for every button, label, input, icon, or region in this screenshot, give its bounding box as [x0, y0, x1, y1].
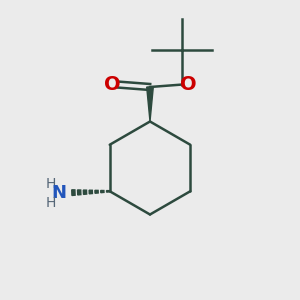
Polygon shape: [101, 190, 104, 193]
Text: N: N: [51, 184, 66, 202]
Polygon shape: [147, 87, 153, 122]
Text: H: H: [46, 177, 56, 191]
Polygon shape: [83, 190, 87, 194]
Polygon shape: [95, 190, 98, 193]
Text: O: O: [180, 75, 196, 94]
Polygon shape: [72, 190, 75, 196]
Polygon shape: [106, 190, 110, 192]
Polygon shape: [77, 190, 81, 195]
Text: O: O: [103, 75, 120, 94]
Text: H: H: [46, 196, 56, 210]
Polygon shape: [89, 190, 92, 194]
